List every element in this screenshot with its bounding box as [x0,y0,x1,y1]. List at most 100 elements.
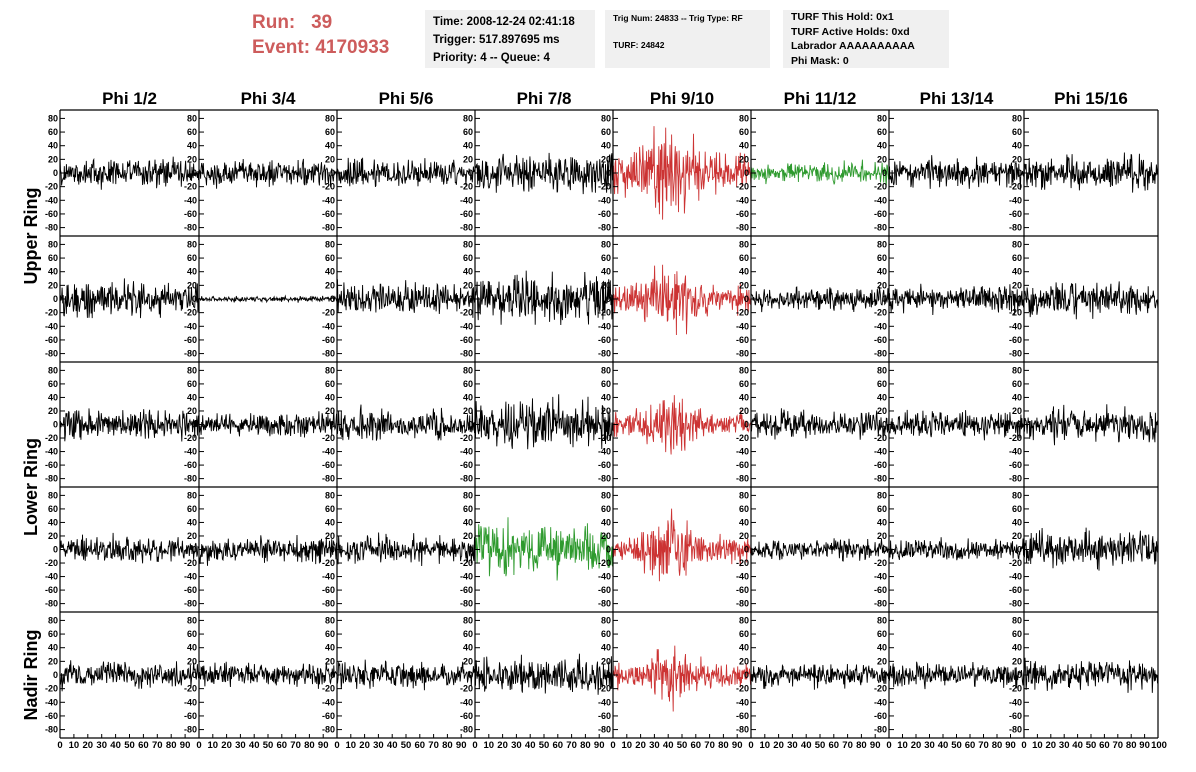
y-tick-label: -60 [322,209,335,219]
y-tick-label: -20 [598,433,611,443]
y-tick-label: -20 [460,308,473,318]
y-tick-label: 0 [1017,168,1022,178]
y-tick-label: 20 [48,656,58,666]
column-title: Phi 13/14 [920,89,994,108]
waveform-trace [198,409,338,438]
y-tick-label: -20 [1009,684,1022,694]
y-tick-label: 20 [1012,531,1022,541]
y-tick-label: 40 [48,141,58,151]
y-tick-label: -20 [460,433,473,443]
priority-text: Priority: 4 -- Queue: 4 [433,52,550,64]
x-tick-label: 0 [196,740,201,751]
y-tick-label: -80 [1009,599,1022,609]
y-tick-label: -40 [598,697,611,707]
y-tick-label: -20 [1009,308,1022,318]
y-tick-label: -20 [184,558,197,568]
y-tick-label: 80 [463,365,473,375]
y-tick-label: 40 [1012,643,1022,653]
y-tick-label: -80 [874,474,887,484]
y-tick-label: 80 [325,365,335,375]
y-tick-label: 0 [192,545,197,555]
event-label: Event: [252,37,311,58]
y-tick-label: -60 [736,711,749,721]
y-tick-label: -60 [598,209,611,219]
y-tick-label: 20 [48,154,58,164]
y-tick-label: 60 [1012,253,1022,263]
y-tick-label: 20 [1012,280,1022,290]
y-tick-label: 60 [601,379,611,389]
x-tick-label: 10 [208,740,219,751]
y-tick-label: 40 [187,517,197,527]
y-tick-label: 80 [1012,365,1022,375]
y-tick-label: 40 [463,141,473,151]
y-tick-label: 40 [1012,141,1022,151]
y-tick-label: 40 [48,643,58,653]
x-tick-label: 50 [124,740,135,751]
x-tick-label: 30 [924,740,935,751]
y-tick-label: -80 [322,725,335,735]
waveform-trace [59,660,200,692]
y-tick-label: 0 [468,545,473,555]
y-tick-label: 40 [601,267,611,277]
y-tick-label: -60 [45,711,58,721]
turf-hold-text: TURF This Hold: 0x1 [791,11,894,23]
waveform-trace [888,283,1025,316]
y-tick-label: 80 [187,365,197,375]
y-tick-label: -40 [184,697,197,707]
y-tick-label: -60 [184,335,197,345]
y-tick-label: -40 [874,447,887,457]
x-tick-label: 0 [1021,740,1026,751]
y-tick-label: -80 [1009,725,1022,735]
x-tick-label: 70 [290,740,301,751]
y-tick-label: 20 [601,280,611,290]
y-tick-label: 40 [877,267,887,277]
y-tick-label: 80 [877,365,887,375]
y-tick-label: -40 [460,572,473,582]
x-tick-label: 80 [718,740,729,751]
column-title: Phi 11/12 [784,89,857,108]
y-tick-label: 80 [48,365,58,375]
x-tick-label: 20 [359,740,370,751]
y-tick-label: 0 [53,294,58,304]
y-tick-label: -80 [1009,474,1022,484]
y-tick-label: 60 [739,629,749,639]
y-tick-label: -80 [598,223,611,233]
y-tick-label: 20 [739,154,749,164]
waveform-trace [1023,657,1159,693]
y-tick-label: 80 [325,239,335,249]
x-tick-label: 90 [1005,740,1016,751]
x-tick-label: 80 [442,740,453,751]
y-tick-label: 20 [601,656,611,666]
x-tick-label: 50 [539,740,550,751]
y-tick-label: 0 [192,294,197,304]
x-tick-label: 40 [525,740,536,751]
y-tick-label: 0 [1017,420,1022,430]
y-tick-label: -80 [45,349,58,359]
y-tick-label: 0 [606,670,611,680]
y-tick-label: 20 [463,154,473,164]
x-tick-label: 50 [677,740,688,751]
x-tick-label: 90 [870,740,881,751]
waveform-trace [198,158,338,189]
y-tick-label: -40 [322,697,335,707]
x-tick-label: 20 [1046,740,1057,751]
x-tick-label: 100 [1151,740,1167,751]
x-tick-label: 60 [965,740,976,751]
waveform-trace [888,155,1025,190]
y-tick-label: -80 [184,223,197,233]
y-tick-label: 0 [606,420,611,430]
x-tick-label: 30 [787,740,798,751]
y-tick-label: 0 [744,168,749,178]
y-tick-label: -20 [1009,558,1022,568]
y-tick-label: 40 [187,643,197,653]
waveform-trace [888,661,1025,690]
x-tick-label: 10 [484,740,495,751]
y-tick-label: 60 [187,504,197,514]
y-tick-label: 0 [53,670,58,680]
y-tick-label: 0 [192,670,197,680]
y-tick-label: -20 [874,433,887,443]
y-tick-label: 20 [48,280,58,290]
y-tick-label: -40 [736,447,749,457]
y-tick-label: -40 [736,321,749,331]
y-tick-label: 0 [882,168,887,178]
